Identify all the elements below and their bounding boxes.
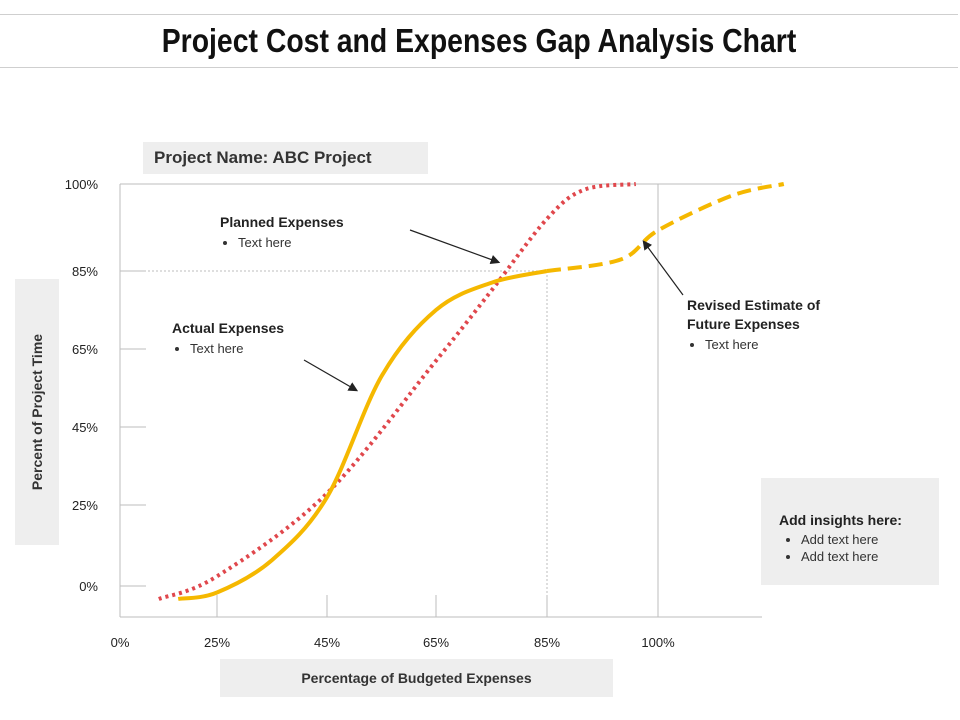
actual-arrow [303,359,359,392]
x-tick-label: 25% [204,635,230,650]
insights-bullet-2: Add text here [801,548,939,565]
revised-estimate-heading-2: Future Expenses [687,316,800,332]
actual-expenses-annotation: Actual Expenses Text here [172,319,284,357]
planned-arrow [409,229,501,265]
y-tick-label: 65% [72,342,98,357]
y-tick-label: 45% [72,420,98,435]
project-name-label: Project Name: ABC Project [143,142,428,174]
actual-expenses-line [177,269,548,601]
planned-expenses-heading: Planned Expenses [220,214,344,230]
insights-heading: Add insights here: [779,512,902,528]
x-tick-label: 65% [423,635,449,650]
insights-box: Add insights here: Add text here Add tex… [761,478,939,585]
title-bar: Project Cost and Expenses Gap Analysis C… [0,14,958,68]
revised-estimate-line [546,182,785,273]
planned-expenses-annotation: Planned Expenses Text here [220,213,344,251]
x-tick-label: 85% [534,635,560,650]
x-axis-label: Percentage of Budgeted Expenses [220,659,613,697]
planned-expenses-bullet: Text here [238,234,344,251]
revised-arrow [642,240,684,296]
x-tick-label: 45% [314,635,340,650]
revised-estimate-annotation: Revised Estimate of Future Expenses Text… [687,296,820,353]
y-tick-label: 25% [72,498,98,513]
y-axis-label-box [15,279,59,545]
page-title: Project Cost and Expenses Gap Analysis C… [161,22,797,59]
actual-expenses-bullet: Text here [190,340,284,357]
revised-estimate-heading-1: Revised Estimate of [687,297,821,313]
actual-expenses-heading: Actual Expenses [172,320,285,336]
y-tick-label: 100% [65,177,99,192]
x-tick-label: 0% [111,635,130,650]
y-tick-label: 85% [72,264,98,279]
revised-estimate-bullet: Text here [705,336,820,353]
insights-bullet-1: Add text here [801,531,939,548]
y-tick-label: 0% [79,579,98,594]
x-tick-label: 100% [641,635,675,650]
planned-expenses-line [158,182,637,601]
